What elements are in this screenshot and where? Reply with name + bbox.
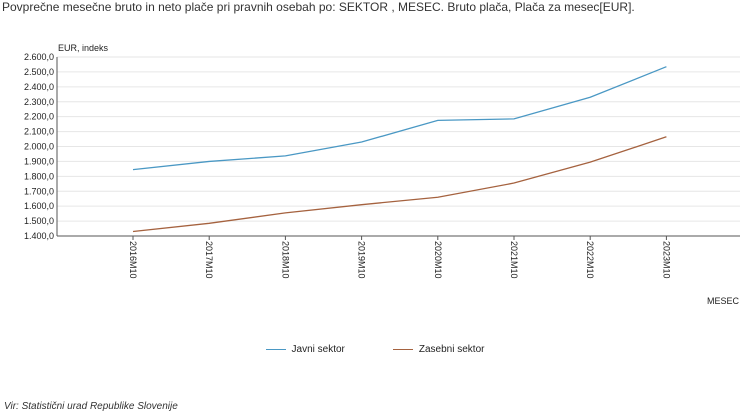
y-tick-label: 1.600,0 [24, 201, 54, 211]
axes [56, 57, 740, 240]
data-point [589, 96, 592, 99]
x-tick-label: 2019M10 [357, 241, 367, 279]
y-tick-label: 1.800,0 [24, 171, 54, 181]
x-tick-label: 2022M10 [585, 241, 595, 279]
y-tick-label: 1.500,0 [24, 216, 54, 226]
legend-label: Javni sektor [291, 344, 345, 355]
y-tick-label: 1.400,0 [24, 231, 54, 241]
data-point [284, 211, 287, 214]
y-tick-label: 2.500,0 [24, 67, 54, 77]
data-point [360, 140, 363, 143]
grid [57, 56, 740, 237]
x-tick-label: 2016M10 [128, 241, 138, 279]
y-tick-label: 1.900,0 [24, 156, 54, 166]
data-point [131, 230, 134, 233]
y-tick-label: 2.400,0 [24, 82, 54, 92]
series-line [132, 66, 667, 171]
data-point [208, 160, 211, 163]
x-tick-label: 2018M10 [280, 241, 290, 279]
x-tick-label: 2021M10 [509, 241, 519, 279]
y-tick-label: 2.100,0 [24, 127, 54, 137]
y-axis-label: EUR, indeks [58, 43, 109, 53]
legend-item[interactable]: Javni sektor [265, 344, 345, 355]
labels: 1.400,0 1.500,0 1.600,0 1.700,0 1.800,0 1.900… [24, 43, 740, 306]
x-tick-label: 2020M10 [433, 241, 443, 279]
data-point [436, 119, 439, 122]
series-line [132, 136, 667, 233]
data-point [284, 154, 287, 157]
legend-swatch [265, 349, 286, 350]
x-tick-label: 2023M10 [661, 241, 671, 279]
data-point [512, 117, 515, 120]
chart-title: Povprečne mesečne bruto in neto plače pr… [2, 0, 635, 14]
series [131, 65, 668, 233]
data-point [131, 168, 134, 171]
data-point [665, 65, 668, 68]
legend: Javni sektor Zasebni sektor [0, 342, 750, 355]
legend-label: Zasebni sektor [418, 344, 485, 355]
y-tick-label: 1.700,0 [24, 186, 54, 196]
data-point [665, 135, 668, 138]
data-point [360, 203, 363, 206]
data-point [589, 161, 592, 164]
y-tick-label: 2.600,0 [24, 52, 54, 62]
y-tick-label: 2.000,0 [24, 142, 54, 152]
legend-item[interactable]: Zasebni sektor [392, 344, 485, 355]
y-tick-label: 2.300,0 [24, 97, 54, 107]
y-tick-label: 2.200,0 [24, 112, 54, 122]
data-point [208, 222, 211, 225]
x-axis-label: MESEC [707, 296, 740, 306]
legend-swatch [392, 349, 413, 350]
data-point [436, 196, 439, 199]
x-tick-label: 2017M10 [204, 241, 214, 279]
source-note: Vir: Statistični urad Republike Slovenij… [4, 401, 178, 412]
data-point [512, 181, 515, 184]
